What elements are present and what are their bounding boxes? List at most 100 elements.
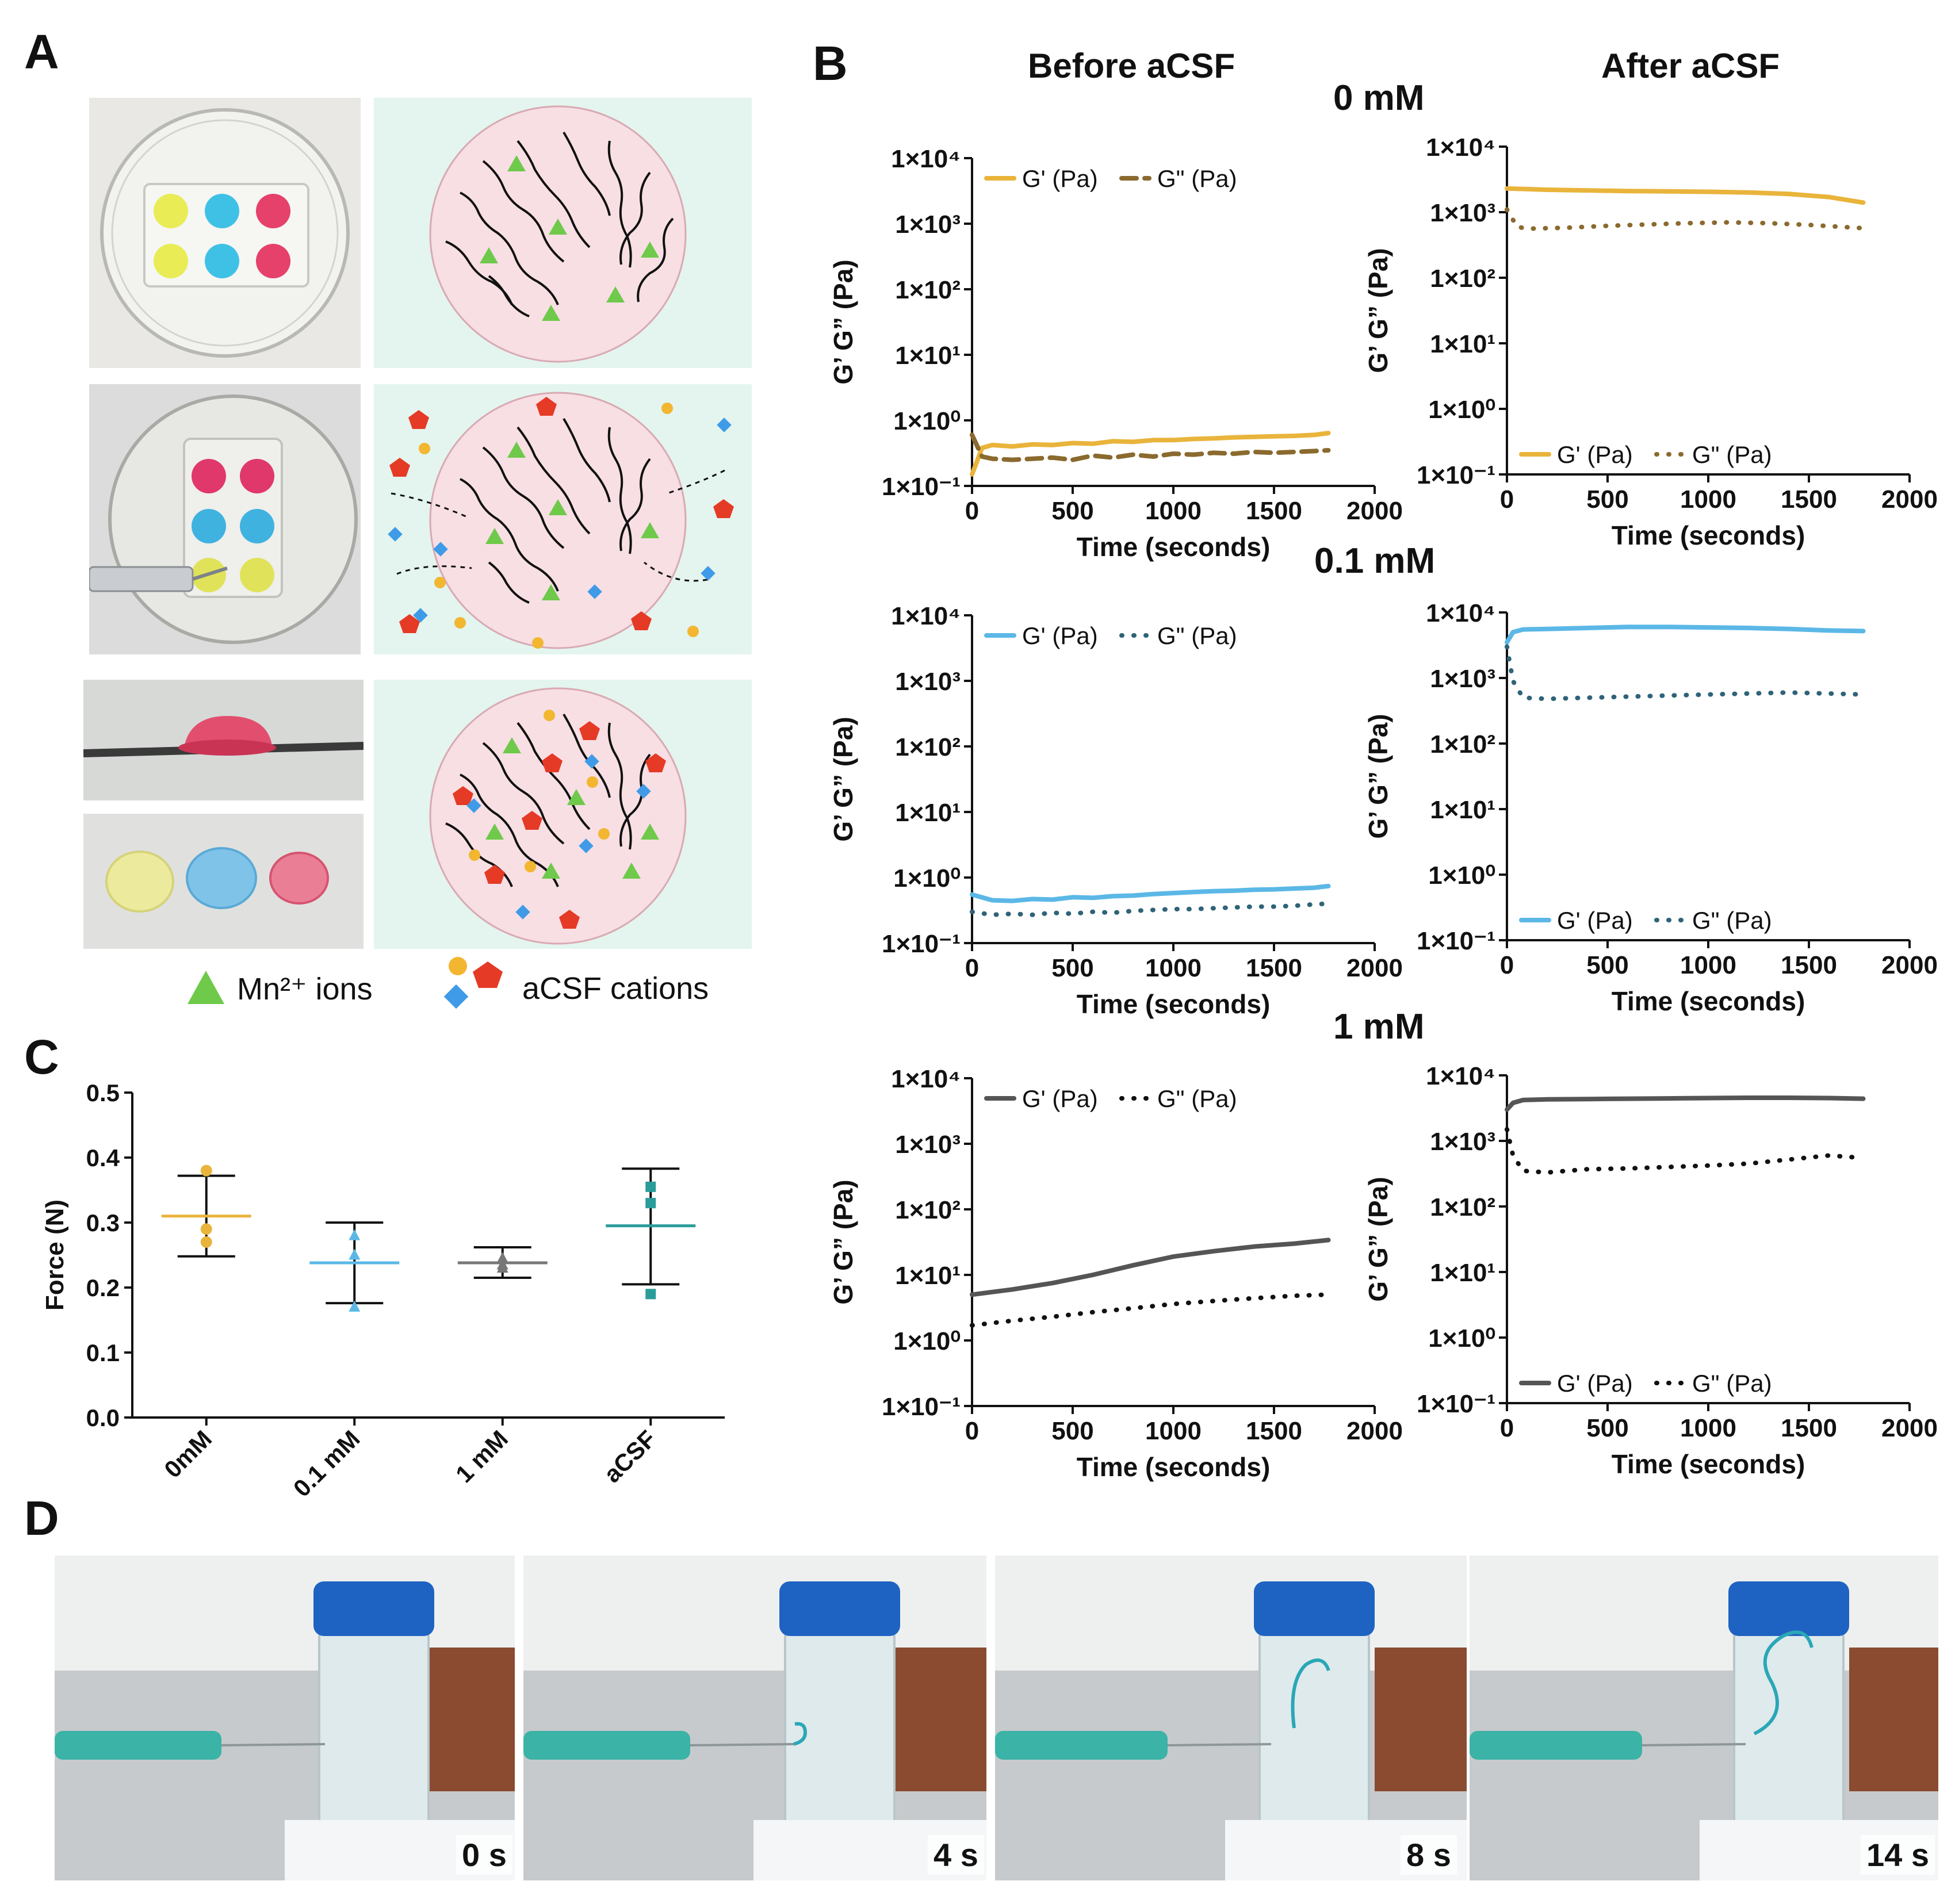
y-tick-label: 1×10⁴ bbox=[891, 1065, 961, 1093]
x-tick-label: 0 bbox=[1500, 485, 1514, 514]
time-label-0s: 0 s bbox=[456, 1835, 512, 1875]
y-tick-label: 1×10³ bbox=[895, 1131, 961, 1159]
legend-label: G" (Pa) bbox=[1157, 165, 1237, 192]
data-point bbox=[645, 1289, 656, 1300]
legend-label: G" (Pa) bbox=[1157, 1085, 1237, 1112]
y-tick-label: 0.0 bbox=[86, 1404, 120, 1431]
frame-14s bbox=[1470, 1556, 1938, 1880]
x-tick-label: 1000 bbox=[1145, 1417, 1202, 1445]
y-tick-label: 1×10⁰ bbox=[893, 864, 961, 892]
y-tick-label: 1×10¹ bbox=[895, 799, 961, 827]
x-tick-label: 0 bbox=[965, 497, 979, 525]
series-line-g-double-prime bbox=[1505, 644, 1866, 702]
chart-0mM-before-aCSF: 1×10⁻¹ 1×10⁰ 1×10¹ 1×10² 1×10³ 1×10⁴ 0 500 1000 1… bbox=[828, 145, 1403, 562]
chart-force-comparison: 0.0 0.1 0.2 0.3 0.4 0.5 Force (N) 0mM 0.1 mM 1 mM… bbox=[41, 1079, 725, 1502]
legend-label: G' (Pa) bbox=[1557, 1370, 1633, 1397]
y-tick-label: 1×10⁴ bbox=[1426, 599, 1495, 627]
x-tick-label: 0 bbox=[1500, 1414, 1514, 1442]
y-axis-title: G’ G” (Pa) bbox=[1363, 1177, 1393, 1301]
data-point bbox=[200, 1164, 212, 1177]
panel-letter-c: C bbox=[24, 1030, 59, 1084]
legend-label: G" (Pa) bbox=[1692, 1370, 1772, 1397]
y-axis-title: G’ G” (Pa) bbox=[1363, 714, 1393, 838]
legend-label: G' (Pa) bbox=[1022, 165, 1098, 192]
y-tick-label: 1×10⁰ bbox=[1428, 396, 1495, 424]
legend-label: G' (Pa) bbox=[1557, 907, 1633, 934]
y-tick-label: 0.2 bbox=[86, 1274, 120, 1301]
series-line-g-double-prime bbox=[1505, 207, 1866, 231]
x-tick-label: 1000 bbox=[1680, 1414, 1736, 1442]
acsf-cation-legend-icon bbox=[443, 957, 503, 1009]
chart-1mM-before-aCSF: 1×10⁻¹ 1×10⁰ 1×10¹ 1×10² 1×10³ 1×10⁴ 0 500 1000 1… bbox=[828, 1065, 1403, 1482]
data-point bbox=[200, 1236, 212, 1248]
x-axis-title: Time (seconds) bbox=[1077, 1452, 1271, 1482]
x-tick-label: 2000 bbox=[1346, 1417, 1403, 1445]
x-axis-title: Time (seconds) bbox=[1612, 1449, 1805, 1479]
series-line-g-double-prime bbox=[1505, 1127, 1866, 1175]
y-tick-label: 1×10⁴ bbox=[1426, 133, 1495, 162]
y-tick-label: 1×10⁻¹ bbox=[1417, 927, 1495, 955]
legend-label: G" (Pa) bbox=[1157, 622, 1237, 649]
x-tick-label: 500 bbox=[1586, 1414, 1628, 1442]
y-tick-label: 1×10³ bbox=[895, 210, 961, 239]
data-point bbox=[349, 1229, 361, 1240]
x-tick-label: 1000 bbox=[1680, 951, 1736, 979]
x-axis-title: Time (seconds) bbox=[1612, 520, 1805, 550]
series-line-g-double-prime bbox=[970, 1292, 1331, 1328]
x-tick-label: 2000 bbox=[1346, 497, 1403, 525]
series-line-g-prime bbox=[970, 431, 1331, 477]
y-tick-label: 1×10⁻¹ bbox=[882, 1393, 961, 1421]
y-tick-label: 1×10³ bbox=[895, 668, 961, 696]
y-tick-label: 1×10² bbox=[895, 276, 961, 304]
y-tick-label: 1×10³ bbox=[1430, 199, 1495, 227]
y-tick-label: 1×10² bbox=[895, 1196, 961, 1224]
panel-letter-b: B bbox=[813, 36, 848, 90]
x-tick-label: 500 bbox=[1586, 951, 1628, 979]
x-tick-label: 500 bbox=[1051, 954, 1093, 982]
row-label-0mM: 0 mM bbox=[1333, 78, 1425, 118]
series-line-g-double-prime bbox=[970, 901, 1331, 917]
photo-gel-on-spatula bbox=[83, 680, 364, 800]
x-category-label: 1 mM bbox=[450, 1425, 513, 1488]
x-tick-label: 2000 bbox=[1881, 1414, 1938, 1442]
y-tick-label: 1×10¹ bbox=[895, 342, 961, 370]
time-lapse-photo-strip: 0 s 4 s 8 s bbox=[55, 1556, 1938, 1880]
panel-letter-a: A bbox=[24, 25, 59, 79]
x-category-label: 0mM bbox=[159, 1425, 217, 1483]
x-category-label: aCSF bbox=[598, 1425, 661, 1488]
x-tick-label: 0 bbox=[1500, 951, 1514, 979]
mn-ion-legend-icon bbox=[188, 971, 224, 1004]
series-line-g-prime bbox=[1505, 625, 1866, 645]
x-tick-label: 500 bbox=[1586, 485, 1628, 514]
legend-label: G' (Pa) bbox=[1022, 1085, 1098, 1112]
time-label-8s: 8 s bbox=[1401, 1835, 1457, 1875]
y-tick-label: 1×10⁻¹ bbox=[882, 473, 961, 501]
column-header-before-acsf: Before aCSF bbox=[1028, 47, 1235, 85]
y-tick-label: 1×10⁰ bbox=[893, 1327, 961, 1355]
chart-01mM-after-aCSF: 1×10⁻¹ 1×10⁰ 1×10¹ 1×10² 1×10³ 1×10⁴ 0 500 1000 1… bbox=[1363, 599, 1938, 1016]
y-tick-label: 0.5 bbox=[86, 1079, 120, 1106]
x-tick-label: 1500 bbox=[1246, 954, 1302, 982]
time-label-4s: 4 s bbox=[928, 1835, 984, 1875]
row-label-01mM: 0.1 mM bbox=[1314, 541, 1436, 581]
x-tick-label: 500 bbox=[1051, 1417, 1093, 1445]
frame-0s bbox=[55, 1556, 515, 1880]
x-axis-title: Time (seconds) bbox=[1077, 989, 1271, 1019]
data-point bbox=[200, 1223, 212, 1235]
chart-1mM-after-aCSF: 1×10⁻¹ 1×10⁰ 1×10¹ 1×10² 1×10³ 1×10⁴ 0 500 1000 1… bbox=[1363, 1062, 1938, 1479]
x-tick-label: 2000 bbox=[1881, 485, 1938, 514]
y-tick-label: 0.4 bbox=[86, 1144, 120, 1171]
y-tick-label: 1×10⁻¹ bbox=[882, 930, 961, 958]
y-tick-label: 1×10⁻¹ bbox=[1417, 1390, 1495, 1418]
chart-0mM-after-aCSF: 1×10⁻¹ 1×10⁰ 1×10¹ 1×10² 1×10³ 1×10⁴ 0 500 1000 1… bbox=[1363, 133, 1938, 550]
legend-acsf-cations: aCSF cations bbox=[522, 971, 709, 1006]
legend-label: G" (Pa) bbox=[1692, 441, 1772, 468]
photo-three-gel-discs bbox=[83, 814, 364, 949]
photo-aCSF-injection-into-mold bbox=[89, 384, 361, 654]
schematic-stabilized-gel-with-cations bbox=[374, 680, 752, 949]
y-tick-label: 0.1 bbox=[86, 1339, 120, 1366]
frame-4s bbox=[523, 1556, 986, 1880]
y-tick-label: 1×10³ bbox=[1430, 665, 1495, 693]
series-line-g-prime bbox=[1505, 1095, 1866, 1112]
data-point bbox=[645, 1181, 656, 1192]
